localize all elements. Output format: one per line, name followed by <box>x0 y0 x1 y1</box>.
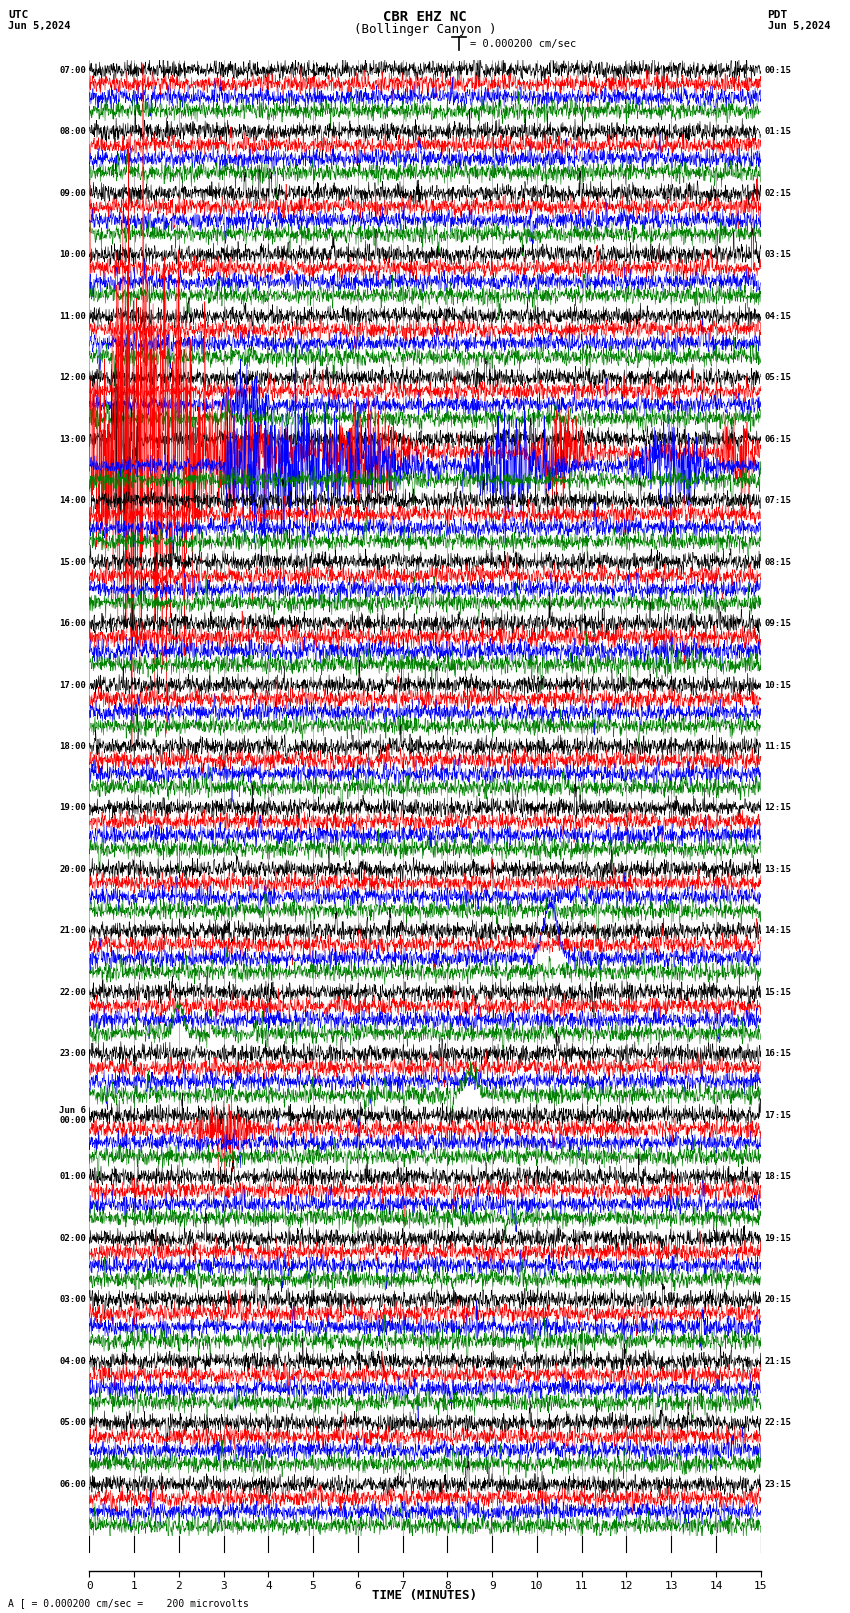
Text: 07:00: 07:00 <box>59 66 86 74</box>
Text: 21:15: 21:15 <box>764 1357 791 1366</box>
Text: Jun 6
00:00: Jun 6 00:00 <box>59 1107 86 1126</box>
Text: 02:15: 02:15 <box>764 189 791 197</box>
Text: 18:00: 18:00 <box>59 742 86 752</box>
Text: 19:15: 19:15 <box>764 1234 791 1244</box>
Text: 11:15: 11:15 <box>764 742 791 752</box>
Text: 18:15: 18:15 <box>764 1173 791 1181</box>
Text: 06:00: 06:00 <box>59 1481 86 1489</box>
Text: 23:00: 23:00 <box>59 1050 86 1058</box>
Text: UTC: UTC <box>8 10 29 19</box>
Text: 10:15: 10:15 <box>764 681 791 689</box>
Text: 04:00: 04:00 <box>59 1357 86 1366</box>
Text: 22:00: 22:00 <box>59 989 86 997</box>
Text: 12:15: 12:15 <box>764 803 791 813</box>
Text: Jun 5,2024: Jun 5,2024 <box>8 21 71 31</box>
Text: 23:15: 23:15 <box>764 1481 791 1489</box>
Text: 09:15: 09:15 <box>764 619 791 627</box>
Text: 13:00: 13:00 <box>59 434 86 444</box>
Text: 12:00: 12:00 <box>59 373 86 382</box>
Text: 15:15: 15:15 <box>764 989 791 997</box>
Text: 01:00: 01:00 <box>59 1173 86 1181</box>
Text: CBR EHZ NC: CBR EHZ NC <box>383 10 467 24</box>
Text: 01:15: 01:15 <box>764 127 791 135</box>
Text: 21:00: 21:00 <box>59 926 86 936</box>
Text: 07:15: 07:15 <box>764 497 791 505</box>
Text: 14:00: 14:00 <box>59 497 86 505</box>
Text: 04:15: 04:15 <box>764 311 791 321</box>
Text: 16:15: 16:15 <box>764 1050 791 1058</box>
Text: 00:15: 00:15 <box>764 66 791 74</box>
Text: (Bollinger Canyon ): (Bollinger Canyon ) <box>354 23 496 35</box>
Text: 14:15: 14:15 <box>764 926 791 936</box>
Text: TIME (MINUTES): TIME (MINUTES) <box>372 1589 478 1602</box>
Text: 03:15: 03:15 <box>764 250 791 260</box>
Text: 17:00: 17:00 <box>59 681 86 689</box>
Text: 20:15: 20:15 <box>764 1295 791 1305</box>
Text: 02:00: 02:00 <box>59 1234 86 1244</box>
Text: 16:00: 16:00 <box>59 619 86 627</box>
Text: 05:15: 05:15 <box>764 373 791 382</box>
Text: A [ = 0.000200 cm/sec =    200 microvolts: A [ = 0.000200 cm/sec = 200 microvolts <box>8 1598 249 1608</box>
Text: 15:00: 15:00 <box>59 558 86 566</box>
Text: 06:15: 06:15 <box>764 434 791 444</box>
Text: = 0.000200 cm/sec: = 0.000200 cm/sec <box>470 39 576 48</box>
Text: 08:15: 08:15 <box>764 558 791 566</box>
Text: 20:00: 20:00 <box>59 865 86 874</box>
Text: 09:00: 09:00 <box>59 189 86 197</box>
Text: 05:00: 05:00 <box>59 1418 86 1428</box>
Text: 17:15: 17:15 <box>764 1111 791 1119</box>
Text: Jun 5,2024: Jun 5,2024 <box>768 21 830 31</box>
Text: 08:00: 08:00 <box>59 127 86 135</box>
Text: 19:00: 19:00 <box>59 803 86 813</box>
Text: 11:00: 11:00 <box>59 311 86 321</box>
Text: 13:15: 13:15 <box>764 865 791 874</box>
Text: 10:00: 10:00 <box>59 250 86 260</box>
Text: PDT: PDT <box>768 10 788 19</box>
Text: 22:15: 22:15 <box>764 1418 791 1428</box>
Text: 03:00: 03:00 <box>59 1295 86 1305</box>
